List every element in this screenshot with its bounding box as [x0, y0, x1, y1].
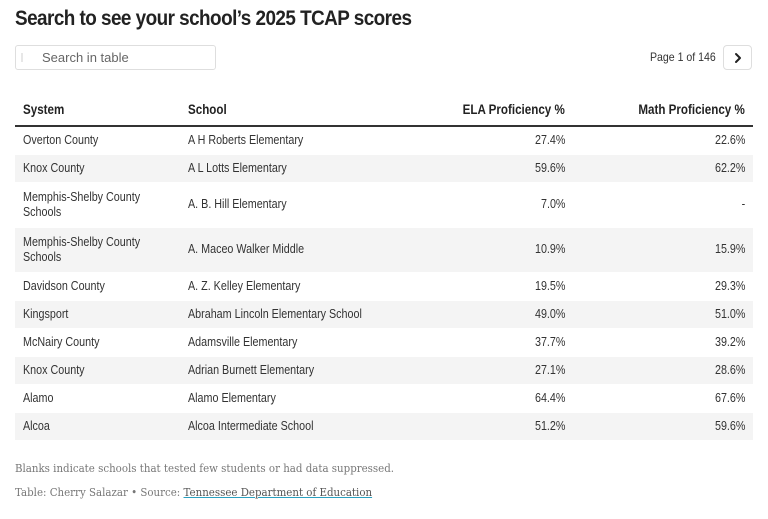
cell-math: 15.9% — [573, 227, 753, 273]
cell-system: Davidson County — [15, 272, 180, 301]
cell-school: A. Maceo Walker Middle — [180, 227, 430, 273]
cell-system: McNairy County — [15, 328, 180, 357]
table-row: Alamo Alamo Elementary 64.4% 67.6% — [15, 384, 753, 413]
cell-school: Alcoa Intermediate School — [180, 412, 430, 441]
page-title: Search to see your school’s 2025 TCAP sc… — [15, 7, 412, 30]
table-row: Davidson County A. Z. Kelley Elementary … — [15, 272, 753, 301]
table-row: McNairy County Adamsville Elementary 37.… — [15, 328, 753, 357]
cell-school: A. B. Hill Elementary — [180, 182, 430, 228]
credit-line: Table: Cherry Salazar • Source: Tennesse… — [15, 485, 394, 509]
cell-system: Knox County — [15, 154, 180, 183]
cell-ela: 37.7% — [430, 328, 573, 357]
cell-math: 59.6% — [573, 412, 753, 441]
cell-system: Kingsport — [15, 300, 180, 329]
table-row: Alcoa Alcoa Intermediate School 51.2% 59… — [15, 412, 753, 441]
search-icon — [21, 53, 23, 62]
search-input[interactable]: Search in table — [15, 45, 216, 70]
next-page-button[interactable] — [723, 45, 752, 70]
cell-school: A L Lotts Elementary — [180, 154, 430, 183]
cell-ela: 59.6% — [430, 154, 573, 183]
page-indicator: Page 1 of 146 — [650, 50, 716, 64]
credit-text: Table: Cherry Salazar • Source: — [15, 486, 184, 499]
cell-ela: 51.2% — [430, 412, 573, 441]
table-row: Kingsport Abraham Lincoln Elementary Sch… — [15, 300, 753, 329]
table-row: Overton County A H Roberts Elementary 27… — [15, 126, 753, 155]
cell-math: 28.6% — [573, 356, 753, 385]
cell-school: Adamsville Elementary — [180, 328, 430, 357]
cell-math: 29.3% — [573, 272, 753, 301]
header-ela[interactable]: ELA Proficiency % — [430, 94, 573, 127]
cell-math: 62.2% — [573, 154, 753, 183]
cell-math: 39.2% — [573, 328, 753, 357]
search-placeholder: Search in table — [42, 50, 129, 65]
cell-ela: 19.5% — [430, 272, 573, 301]
chevron-right-icon — [734, 52, 741, 63]
cell-school: A H Roberts Elementary — [180, 126, 430, 155]
table-row: Memphis-Shelby County Schools A. B. Hill… — [15, 182, 753, 228]
header-school[interactable]: School — [180, 94, 430, 127]
header-system[interactable]: System — [15, 94, 180, 127]
source-link[interactable]: Tennessee Department of Education — [183, 486, 373, 499]
cell-system: Knox County — [15, 356, 180, 385]
table-row: Memphis-Shelby County Schools A. Maceo W… — [15, 227, 753, 273]
cell-system: Memphis-Shelby County Schools — [15, 227, 180, 273]
cell-math: - — [573, 182, 753, 228]
cell-school: Adrian Burnett Elementary — [180, 356, 430, 385]
cell-system: Memphis-Shelby County Schools — [15, 182, 180, 228]
cell-ela: 27.1% — [430, 356, 573, 385]
cell-math: 22.6% — [573, 126, 753, 155]
cell-math: 67.6% — [573, 384, 753, 413]
cell-ela: 49.0% — [430, 300, 573, 329]
cell-system: Alcoa — [15, 412, 180, 441]
scores-table: System School ELA Proficiency % Math Pro… — [15, 94, 753, 441]
table-header-row: System School ELA Proficiency % Math Pro… — [15, 94, 753, 127]
cell-school: Alamo Elementary — [180, 384, 430, 413]
cell-system: Overton County — [15, 126, 180, 155]
table-notes: Blanks indicate schools that tested few … — [15, 461, 423, 509]
blanks-note: Blanks indicate schools that tested few … — [15, 462, 395, 475]
table-row: Knox County Adrian Burnett Elementary 27… — [15, 356, 753, 385]
cell-ela: 64.4% — [430, 384, 573, 413]
cell-school: A. Z. Kelley Elementary — [180, 272, 430, 301]
cell-school: Abraham Lincoln Elementary School — [180, 300, 430, 329]
cell-ela: 10.9% — [430, 227, 573, 273]
table-row: Knox County A L Lotts Elementary 59.6% 6… — [15, 154, 753, 183]
cell-system: Alamo — [15, 384, 180, 413]
cell-ela: 7.0% — [430, 182, 573, 228]
cell-math: 51.0% — [573, 300, 753, 329]
header-math[interactable]: Math Proficiency % — [573, 94, 753, 127]
cell-ela: 27.4% — [430, 126, 573, 155]
